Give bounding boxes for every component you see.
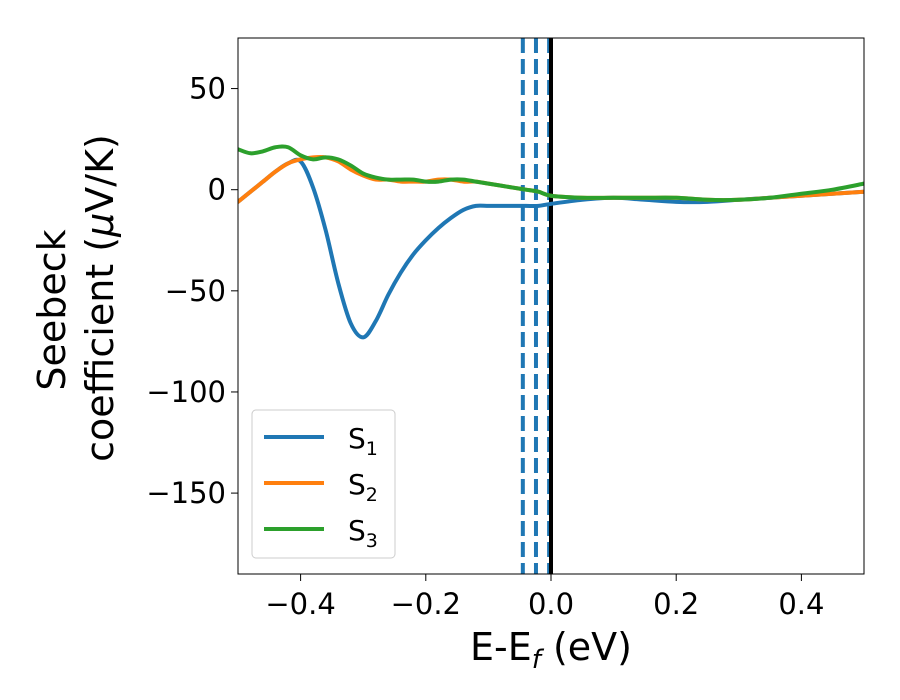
x-axis-ticks: −0.4 −0.2 0.0 0.2 0.4: [265, 574, 824, 621]
legend-label-1: S1: [348, 422, 378, 460]
legend-label-3: S3: [348, 514, 378, 552]
series-lines: [238, 144, 864, 340]
y-tick-label: −150: [146, 476, 226, 510]
y-axis-label-line2: coefficient (μV/K): [78, 134, 122, 462]
y-axis-label: Seebeck coefficient (μV/K): [30, 134, 122, 462]
legend: S1 S2 S3: [251, 409, 396, 559]
y-tick-label: 0: [208, 173, 226, 207]
x-tick-label: 0.2: [653, 587, 699, 621]
x-tick-label: −0.2: [391, 587, 461, 621]
y-tick-label: −50: [165, 274, 226, 308]
series-line-1: [238, 157, 864, 340]
legend-label-2: S2: [348, 468, 378, 506]
y-tick-label: 50: [189, 72, 226, 106]
y-axis-ticks: 50 0 −50 −100 −150: [146, 72, 238, 510]
y-axis-label-line1: Seebeck: [30, 229, 74, 390]
reference-lines: [520, 38, 553, 574]
x-tick-label: 0.0: [528, 587, 574, 621]
x-axis-label: E-Ef (eV): [470, 625, 632, 675]
x-tick-label: 0.4: [778, 587, 824, 621]
x-tick-label: −0.4: [265, 587, 335, 621]
series-line-3: [238, 144, 864, 203]
y-tick-label: −100: [146, 375, 226, 409]
